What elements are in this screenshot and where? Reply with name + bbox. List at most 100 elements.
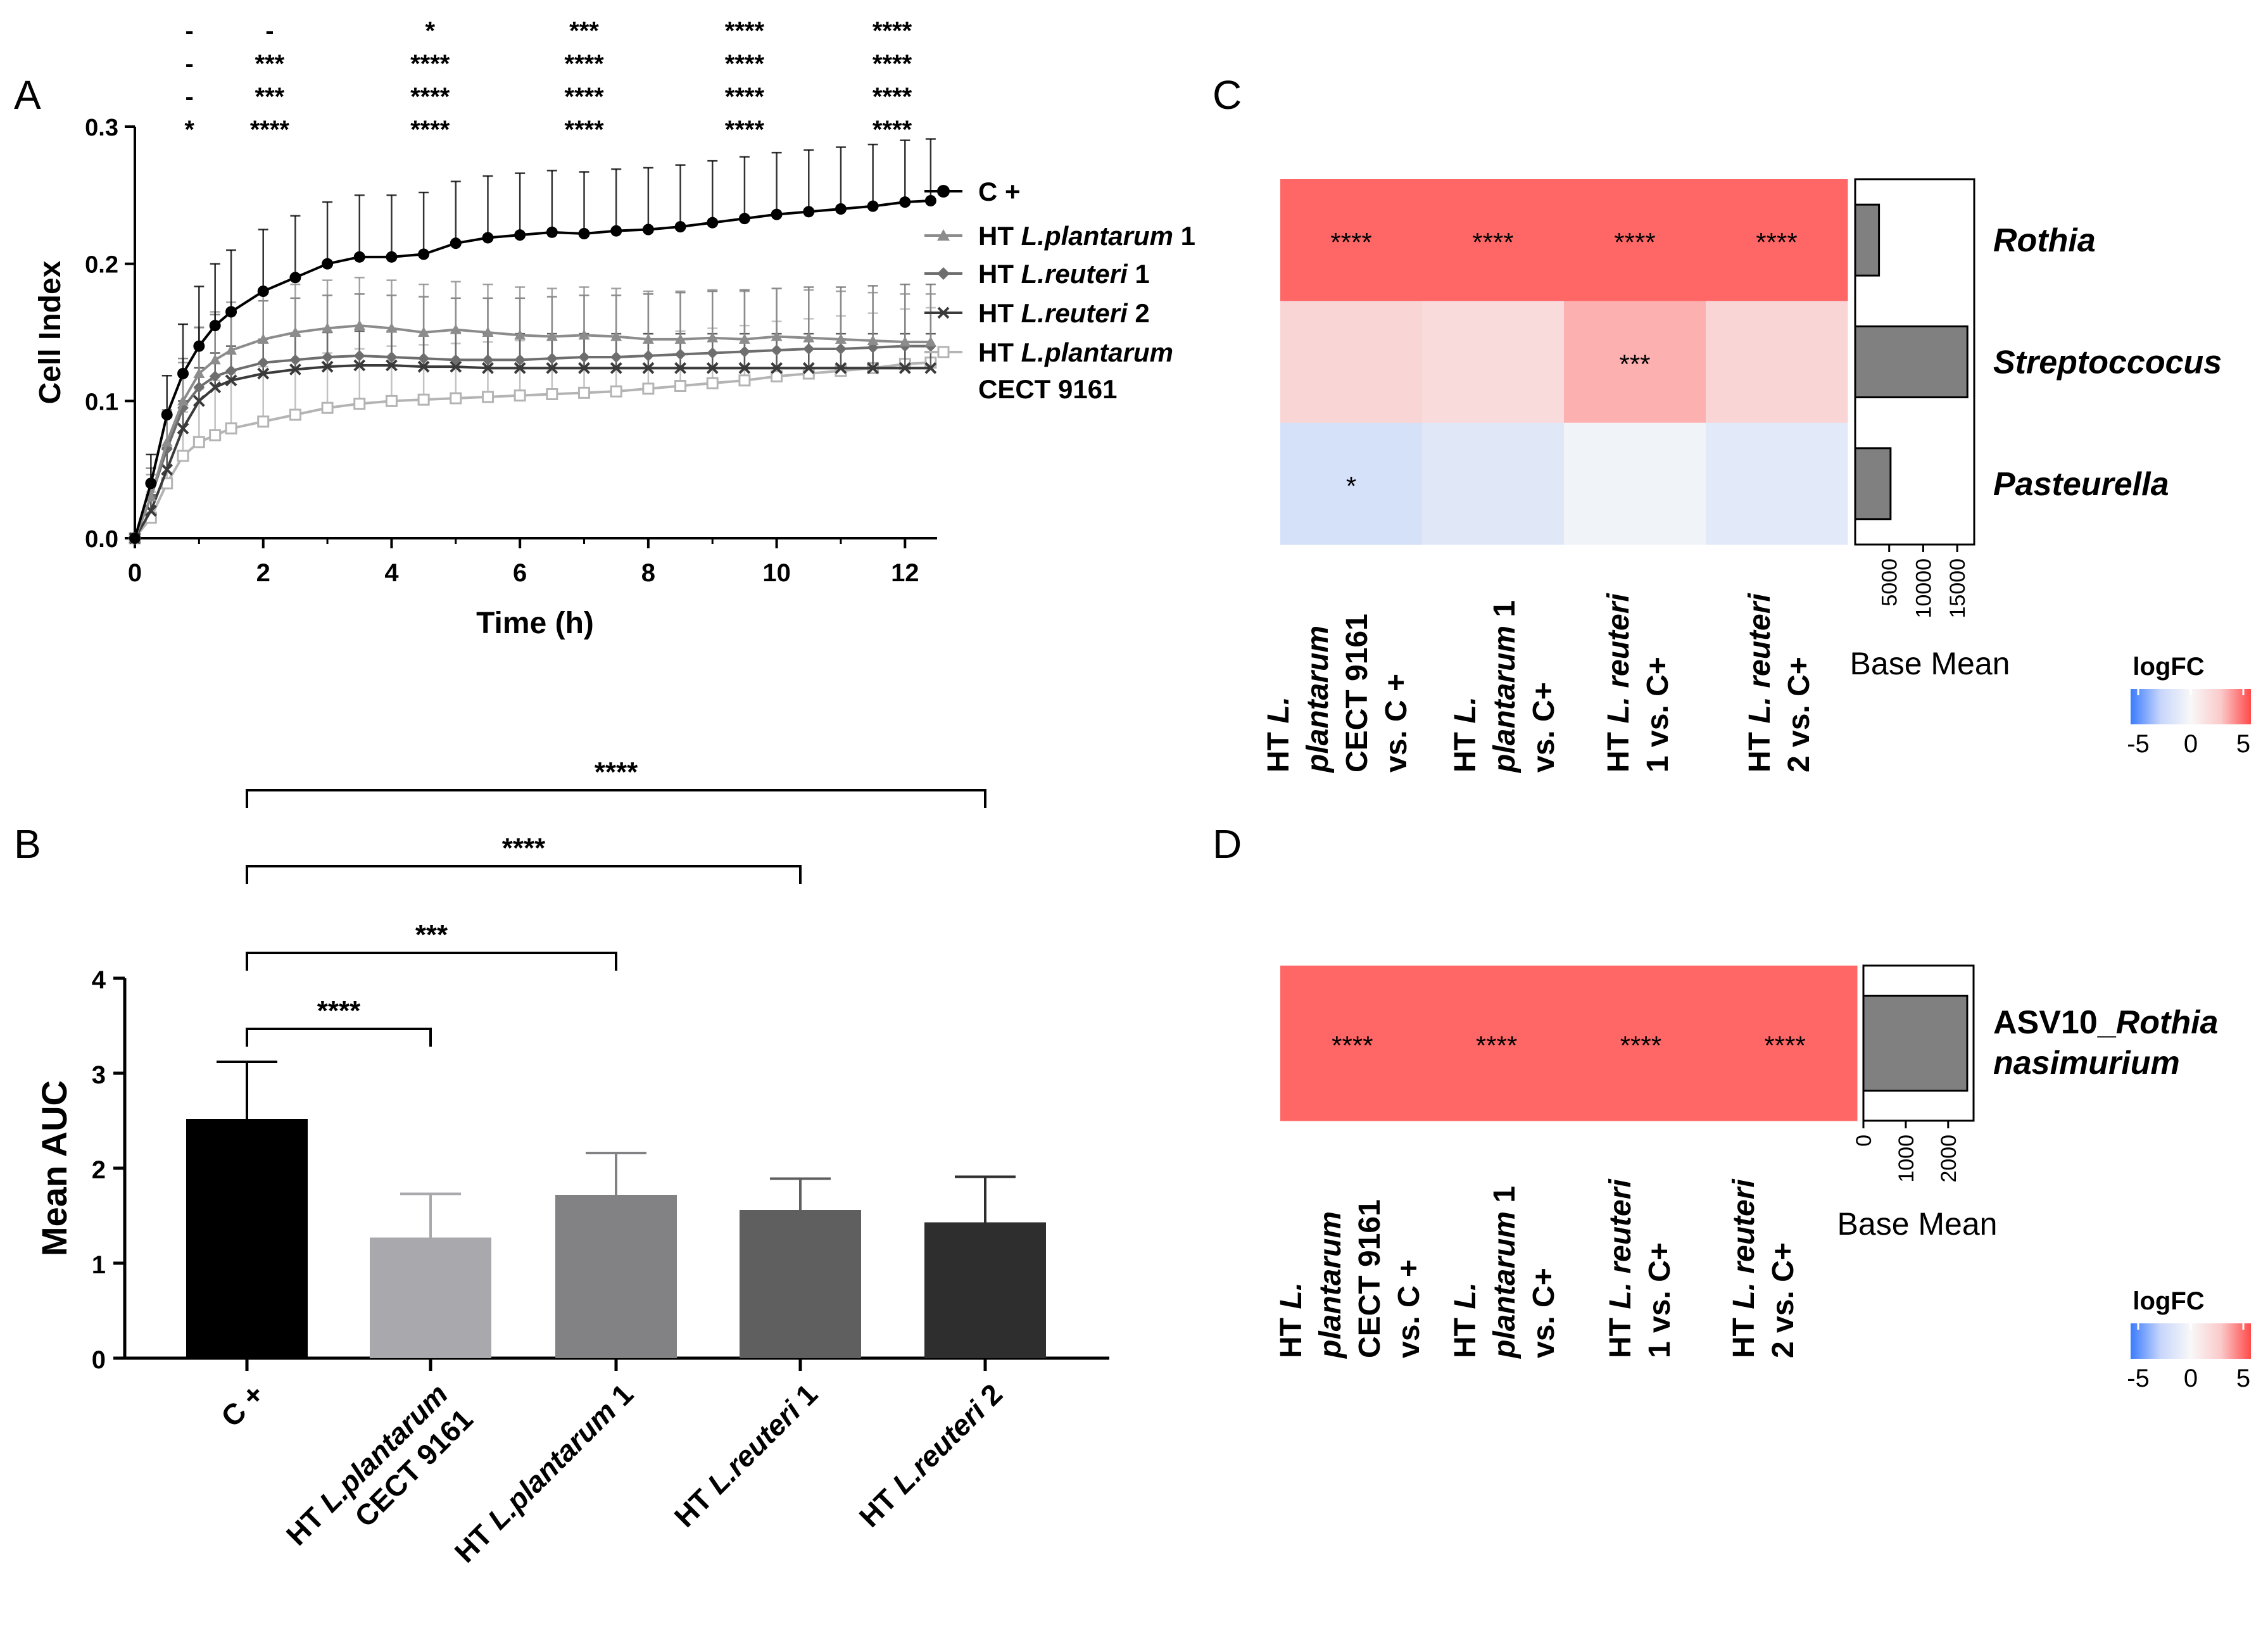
data-point — [803, 206, 815, 218]
data-point — [177, 368, 189, 379]
data-point — [578, 228, 590, 239]
data-point — [674, 348, 686, 360]
label-part: L. reuteri — [1727, 1178, 1761, 1309]
base-mean-tick-label: 2000 — [1937, 1135, 1961, 1183]
data-point — [289, 327, 301, 337]
cell-significance: *** — [1619, 350, 1650, 379]
data-point — [514, 329, 526, 340]
data-point — [771, 208, 783, 220]
data-point — [386, 351, 398, 363]
significance-star: **** — [873, 83, 912, 111]
data-point — [546, 388, 558, 400]
heatmap-cell — [1706, 301, 1848, 424]
data-point — [867, 200, 879, 212]
y-tick-label: 0.2 — [85, 252, 118, 279]
significance-star: **** — [410, 50, 450, 78]
cell-significance: * — [1346, 471, 1356, 501]
data-point — [771, 331, 783, 341]
cell-significance: **** — [1332, 1031, 1373, 1061]
column-label: HT L. plantarum 1vs. C+ — [1449, 600, 1561, 774]
data-point — [674, 362, 686, 374]
data-point — [289, 408, 301, 421]
data-point — [289, 363, 301, 375]
cell-significance: **** — [1614, 227, 1655, 257]
data-point — [353, 398, 366, 410]
data-point — [129, 533, 141, 544]
legend-label-part: L.reuteri — [1021, 259, 1128, 289]
data-point — [514, 354, 526, 366]
data-point — [610, 225, 622, 237]
cell-significance: **** — [1620, 1031, 1661, 1061]
data-point — [385, 394, 398, 407]
data-point — [642, 382, 655, 395]
series-line — [134, 361, 931, 539]
column-label-line: HT L. reuteri — [1727, 1178, 1761, 1358]
data-point — [450, 354, 462, 366]
legend-marker — [937, 229, 950, 241]
base-mean-label: Base Mean — [1850, 646, 2010, 681]
data-point — [321, 360, 334, 373]
y-tick-label: 2 — [92, 1156, 106, 1184]
label-part: plantarum — [1488, 626, 1521, 774]
data-point — [924, 362, 937, 374]
column-label-line: vs. C + — [1380, 674, 1413, 772]
data-point — [450, 360, 462, 373]
significance-label: **** — [502, 833, 546, 864]
data-point — [802, 362, 815, 374]
significance-star: **** — [725, 50, 765, 78]
data-point — [924, 336, 936, 347]
label-part: HT — [1727, 1309, 1761, 1358]
base-mean-bar — [1854, 447, 1892, 520]
row-label-part: ASV10_ — [1993, 1004, 2117, 1041]
panel-letter-d: D — [1213, 821, 1242, 867]
data-point — [867, 335, 879, 345]
bar — [740, 1210, 861, 1358]
base-mean-bar — [1862, 995, 1969, 1092]
base-mean-bar — [1854, 325, 1969, 398]
significance-bracket — [246, 952, 617, 971]
data-point — [642, 333, 654, 344]
significance-star: **** — [410, 116, 450, 144]
data-point — [193, 381, 205, 393]
base-mean-tick-label: 15000 — [1946, 558, 1970, 619]
column-label: HT L. plantarum 1vs. C+ — [1449, 1186, 1561, 1359]
x-tick-label-line: HT L.reuteri 2 — [853, 1377, 1009, 1533]
data-point — [546, 362, 558, 374]
significance-star: **** — [873, 116, 912, 144]
label-part: HT — [1743, 724, 1777, 772]
legend-label-part: L.plantarum — [1021, 221, 1173, 251]
heatmap-cell — [1280, 301, 1423, 424]
data-point — [386, 359, 398, 372]
y-tick-label: 0.3 — [85, 115, 118, 141]
data-point — [642, 224, 654, 236]
column-label: HT L. reuteri 1 vs. C+ — [1602, 593, 1675, 772]
row-label: Rothia — [1993, 222, 2096, 259]
data-point — [209, 381, 222, 394]
significance-star: *** — [255, 83, 285, 111]
data-point — [642, 362, 655, 374]
heatmap-cell — [1424, 966, 1569, 1121]
data-point — [546, 331, 558, 341]
legend-label: HT L.plantarum — [978, 337, 1173, 367]
bar — [370, 1237, 491, 1358]
label-part: L.plantarum — [481, 1394, 622, 1535]
label-part: plantarum — [1488, 1211, 1521, 1359]
data-point — [803, 332, 815, 343]
label-part: L. — [1275, 1282, 1308, 1309]
significance-bracket — [246, 789, 986, 808]
data-point — [322, 351, 334, 363]
data-point — [771, 370, 783, 382]
column-label-line: CECT 9161 — [1340, 614, 1374, 772]
panel-letter-c: C — [1213, 72, 1242, 118]
data-point — [418, 248, 430, 260]
base-mean-tick-label: 1000 — [1894, 1135, 1918, 1183]
data-point — [867, 362, 879, 374]
data-point — [257, 333, 269, 344]
data-point — [674, 221, 686, 233]
row-label: ASV10_Rothia — [1993, 1004, 2218, 1041]
legend-label-part: 1 — [1128, 259, 1150, 289]
panel-letter-a: A — [14, 72, 41, 118]
label-part: L. reuteri — [1602, 593, 1635, 724]
label-part: 1 — [1488, 600, 1521, 626]
significance-star: **** — [250, 116, 290, 144]
